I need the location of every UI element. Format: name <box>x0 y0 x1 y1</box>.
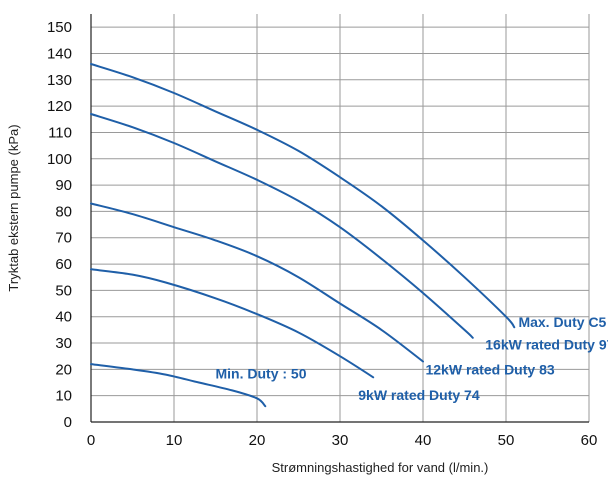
series-line-2 <box>90 202 424 363</box>
tick-labels: 0 10 20 30 40 50 60 70 80 90 100 110 120 130 140 150 0 10… <box>47 19 597 449</box>
y-tick-label-60: 60 <box>55 256 72 273</box>
series-label-3: 9kW rated Duty 74 <box>358 387 480 403</box>
y-tick-label-40: 40 <box>55 309 72 326</box>
y-tick-label-50: 50 <box>55 282 72 299</box>
series-label-1: 16kW rated Duty 97 <box>485 337 608 353</box>
x-tick-label-0: 0 <box>87 432 95 449</box>
x-axis-label: Strømningshastighed for vand (l/min.) <box>272 460 489 475</box>
x-tick-label-60: 60 <box>581 432 598 449</box>
y-tick-label-20: 20 <box>55 361 72 378</box>
series-label-0: Max. Duty C5 <box>518 314 606 330</box>
y-tick-label-130: 130 <box>47 72 72 89</box>
x-tick-label-10: 10 <box>166 432 183 449</box>
y-tick-label-150: 150 <box>47 19 72 36</box>
series-line-3 <box>90 268 375 379</box>
y-axis-label: Tryktab ekstern pumpe (kPa) <box>6 124 21 291</box>
x-tick-label-20: 20 <box>249 432 266 449</box>
series-label-2: 12kW rated Duty 83 <box>425 362 554 378</box>
x-tick-label-50: 50 <box>498 432 515 449</box>
y-tick-label-80: 80 <box>55 203 72 220</box>
series-line-1 <box>90 113 474 339</box>
y-tick-label-110: 110 <box>48 124 72 141</box>
x-tick-label-30: 30 <box>332 432 349 449</box>
x-tick-label-40: 40 <box>415 432 432 449</box>
y-tick-label-90: 90 <box>55 177 72 194</box>
y-tick-label-140: 140 <box>47 45 72 62</box>
y-tick-label-70: 70 <box>55 230 72 247</box>
y-tick-label-100: 100 <box>47 151 72 168</box>
series-label-4: Min. Duty : 50 <box>216 366 307 382</box>
y-tick-label-120: 120 <box>47 98 72 115</box>
y-tick-label-0: 0 <box>64 414 72 431</box>
y-tick-label-30: 30 <box>55 335 72 352</box>
y-tick-label-10: 10 <box>55 388 72 405</box>
series-labels: Max. Duty C5 16kW rated Duty 97 12kW rated… <box>216 314 608 403</box>
grid <box>91 14 590 422</box>
series-line-0 <box>90 63 516 329</box>
series-lines <box>90 63 516 408</box>
axes <box>90 14 589 423</box>
series-line-4 <box>90 363 267 408</box>
